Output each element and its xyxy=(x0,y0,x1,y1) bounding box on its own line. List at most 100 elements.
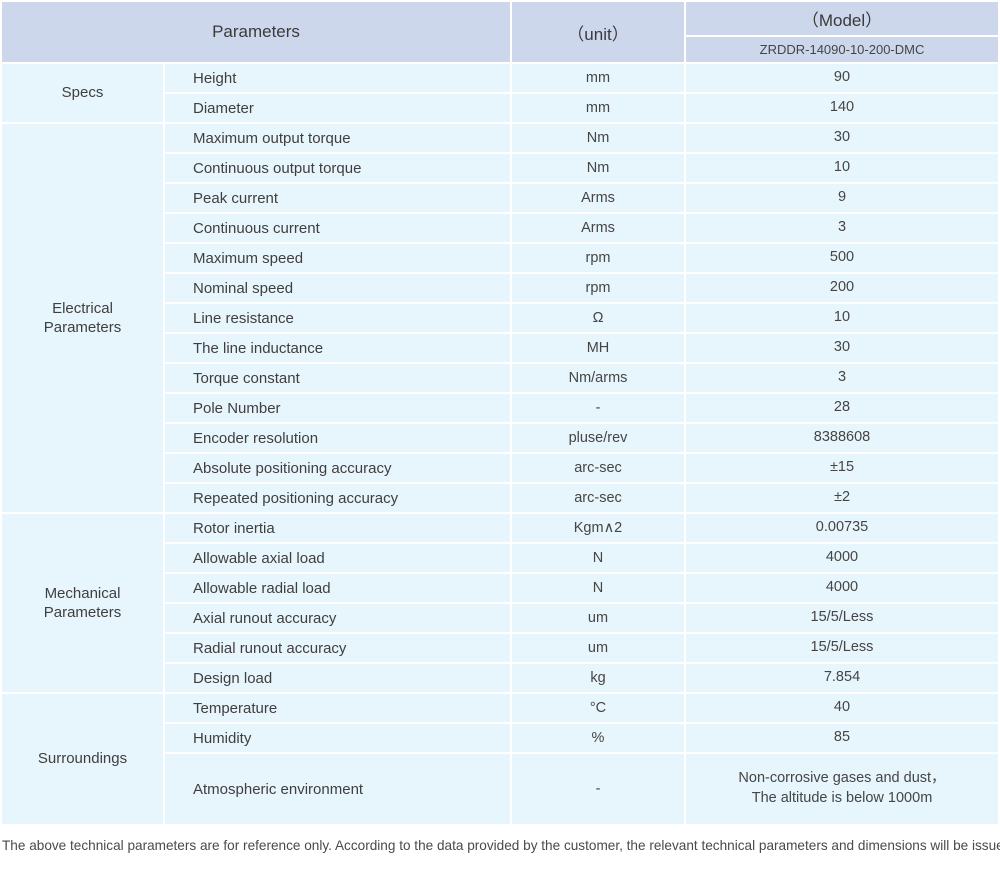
value-cell: 30 xyxy=(686,334,998,362)
table-row: Mechanical Parameters Rotor inertia Kgm∧2 0… xyxy=(2,514,998,692)
table-row: Pole Number -28 xyxy=(2,394,998,422)
value-cell: 7.854 xyxy=(686,664,998,692)
value-cell: 4000 xyxy=(686,574,998,602)
table-row: Nominal speed rpm 200 xyxy=(2,274,998,302)
param-name-cell: Continuous output torque xyxy=(165,154,510,182)
value-cell: 15/5/Less xyxy=(686,604,998,632)
table-row: Torque constant Nm/arms 3 xyxy=(2,364,998,392)
unit-cell: um xyxy=(512,634,684,662)
table-row: Maximum speed rpm 500 xyxy=(2,244,998,272)
value-cell: 10 xyxy=(686,304,998,332)
unit-cell: - xyxy=(512,394,684,422)
param-name-cell: Design load xyxy=(165,664,510,692)
unit-cell: kg xyxy=(512,664,684,692)
value-cell: 8388608 xyxy=(686,424,998,452)
parameters-table: Parameters （unit） （Model） ZRDDR-14090-10… xyxy=(2,2,998,824)
unit-cell: Nm xyxy=(512,154,684,182)
table-row: Allowable radial load N 4000 xyxy=(2,574,998,602)
table-row: Peak current Arms 9 xyxy=(2,184,998,212)
unit-cell: Arms xyxy=(512,184,684,212)
value-cell: 3 xyxy=(686,214,998,242)
group-cell: Surroundings xyxy=(2,694,163,824)
param-name-cell: Peak current xyxy=(165,184,510,212)
table-row: Design load kg 7.854 xyxy=(2,664,998,692)
value-cell: Non-corrosive gases and dust， The altitu… xyxy=(686,754,998,824)
param-name-cell: Nominal speed xyxy=(165,274,510,302)
unit-cell: N xyxy=(512,544,684,572)
unit-cell: rpm xyxy=(512,274,684,302)
param-name-cell: Maximum output torque xyxy=(165,124,510,152)
value-cell: ±2 xyxy=(686,484,998,512)
model-number-cell: ZRDDR-14090-10-200-DMC xyxy=(686,37,998,62)
table-row: Line resistance Ω 10 xyxy=(2,304,998,332)
table-row: Axial runout accuracy um 15/5/Less xyxy=(2,604,998,632)
table-row: Humidity% 85 xyxy=(2,724,998,752)
value-cell: 9 xyxy=(686,184,998,212)
unit-cell: °C xyxy=(512,694,684,722)
table-row: Allowable axial load N 4000 xyxy=(2,544,998,572)
unit-cell: rpm xyxy=(512,244,684,272)
param-name-cell: Rotor inertia xyxy=(165,514,510,542)
value-cell: ±15 xyxy=(686,454,998,482)
value-cell: 90 xyxy=(686,64,998,92)
unit-cell: pluse/rev xyxy=(512,424,684,452)
param-name-cell: Line resistance xyxy=(165,304,510,332)
table-row: Repeated positioning accuracy arc-sec ±2 xyxy=(2,484,998,512)
unit-cell: Nm xyxy=(512,124,684,152)
table-row: Continuous current Arms 3 xyxy=(2,214,998,242)
unit-cell: arc-sec xyxy=(512,454,684,482)
unit-cell: mm xyxy=(512,94,684,122)
group-cell: Specs xyxy=(2,64,163,122)
table-row: Specs Height mm 90 xyxy=(2,64,998,122)
table-row: Electrical Parameters Maximum output torq… xyxy=(2,124,998,512)
unit-cell: Kgm∧2 xyxy=(512,514,684,542)
value-cell: 200 xyxy=(686,274,998,302)
param-name-cell: Temperature xyxy=(165,694,510,722)
value-cell: 85 xyxy=(686,724,998,752)
value-cell: 3 xyxy=(686,364,998,392)
table-row: The line inductance MH 30 xyxy=(2,334,998,362)
param-name-cell: Allowable axial load xyxy=(165,544,510,572)
group-cell: Electrical Parameters xyxy=(2,124,163,512)
unit-cell: N xyxy=(512,574,684,602)
param-name-cell: Height xyxy=(165,64,510,92)
table-row: Atmospheric environment - Non-corrosive ga… xyxy=(2,754,998,824)
unit-cell: MH xyxy=(512,334,684,362)
param-name-cell: Maximum speed xyxy=(165,244,510,272)
value-cell: 0.00735 xyxy=(686,514,998,542)
unit-cell: um xyxy=(512,604,684,632)
value-cell: 140 xyxy=(686,94,998,122)
unit-cell: - xyxy=(512,754,684,824)
param-name-cell: Pole Number xyxy=(165,394,510,422)
param-name-cell: Diameter xyxy=(165,94,510,122)
footer-note: The above technical parameters are for r… xyxy=(2,838,1000,853)
param-name-cell: The line inductance xyxy=(165,334,510,362)
value-cell: 500 xyxy=(686,244,998,272)
value-cell: 40 xyxy=(686,694,998,722)
param-name-cell: Torque constant xyxy=(165,364,510,392)
table-row: Diameter mm 140 xyxy=(2,94,998,122)
param-name-cell: Continuous current xyxy=(165,214,510,242)
value-cell: 4000 xyxy=(686,544,998,572)
unit-cell: mm xyxy=(512,64,684,92)
param-name-cell: Humidity xyxy=(165,724,510,752)
table-row: Radial runout accuracy um 15/5/Less xyxy=(2,634,998,662)
unit-header-cell: （unit） xyxy=(512,2,684,62)
table-header: Parameters （unit） （Model） ZRDDR-14090-10… xyxy=(2,2,998,62)
unit-cell: % xyxy=(512,724,684,752)
table-row: Encoder resolution pluse/rev 8388608 xyxy=(2,424,998,452)
param-name-cell: Allowable radial load xyxy=(165,574,510,602)
value-cell: 28 xyxy=(686,394,998,422)
table-row: Surroundings Temperature °C 40 xyxy=(2,694,998,824)
param-name-cell: Atmospheric environment xyxy=(165,754,510,824)
unit-cell: arc-sec xyxy=(512,484,684,512)
param-name-cell: Absolute positioning accuracy xyxy=(165,454,510,482)
table-row: Continuous output torque Nm 10 xyxy=(2,154,998,182)
param-name-cell: Repeated positioning accuracy xyxy=(165,484,510,512)
value-cell: 30 xyxy=(686,124,998,152)
model-header-cell: （Model） xyxy=(686,2,998,36)
param-name-cell: Axial runout accuracy xyxy=(165,604,510,632)
parameters-header-cell: Parameters xyxy=(2,2,510,62)
table-body: Specs Height mm 90 Diameter mm 140 Electrical P… xyxy=(2,64,998,824)
param-name-cell: Radial runout accuracy xyxy=(165,634,510,662)
